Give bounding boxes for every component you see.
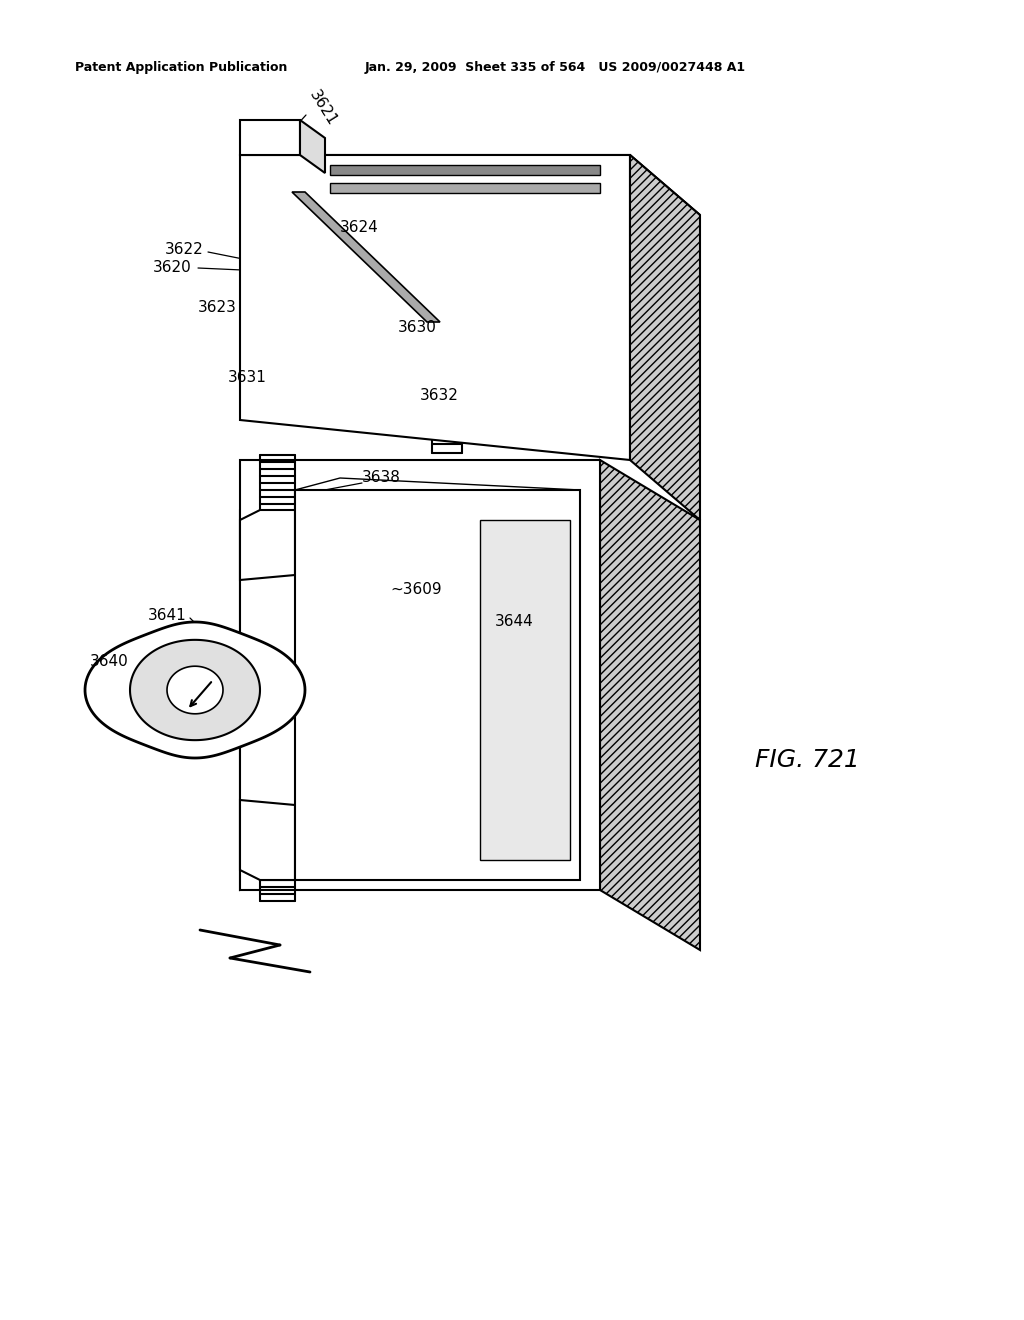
Text: 3630: 3630 [398,321,437,335]
Polygon shape [240,490,295,890]
Text: 3644: 3644 [495,615,534,630]
Polygon shape [330,165,600,176]
Polygon shape [240,459,600,890]
Text: 3638: 3638 [362,470,400,486]
Text: 3622: 3622 [165,243,204,257]
Text: 3624: 3624 [340,220,379,235]
Text: 3623: 3623 [198,301,237,315]
Polygon shape [240,120,300,154]
Polygon shape [85,622,305,758]
Text: 3641: 3641 [148,607,186,623]
Polygon shape [167,667,223,714]
Polygon shape [240,800,295,880]
Text: Jan. 29, 2009  Sheet 335 of 564   US 2009/0027448 A1: Jan. 29, 2009 Sheet 335 of 564 US 2009/0… [365,62,746,74]
Text: 3640: 3640 [90,655,129,669]
Polygon shape [330,183,600,193]
Text: 3631: 3631 [228,371,267,385]
Polygon shape [240,154,630,459]
Text: ~3609: ~3609 [390,582,441,598]
Text: 3620: 3620 [153,260,191,276]
Text: 3621: 3621 [306,87,339,128]
Polygon shape [130,640,260,741]
Polygon shape [292,191,440,322]
Text: 3632: 3632 [420,388,459,403]
Polygon shape [240,510,295,579]
Polygon shape [295,490,580,880]
Polygon shape [240,154,700,215]
Text: Patent Application Publication: Patent Application Publication [75,62,288,74]
Polygon shape [300,120,325,173]
Text: FIG. 721: FIG. 721 [755,748,860,772]
Polygon shape [480,520,570,861]
Polygon shape [600,459,700,950]
Polygon shape [630,154,700,520]
